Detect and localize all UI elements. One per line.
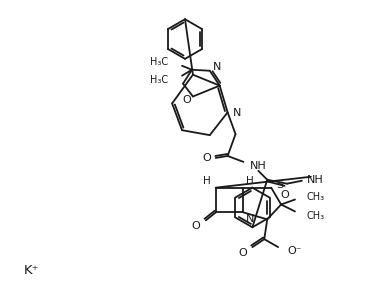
Text: S: S — [276, 180, 283, 190]
Text: N: N — [246, 214, 254, 224]
Text: H₃C: H₃C — [150, 75, 168, 85]
Text: O: O — [202, 153, 211, 163]
Text: K⁺: K⁺ — [23, 264, 39, 278]
Text: H₃C: H₃C — [150, 57, 168, 67]
Text: CH₃: CH₃ — [307, 211, 325, 222]
Text: N: N — [233, 108, 241, 118]
Text: H: H — [246, 176, 254, 186]
Text: N: N — [213, 62, 221, 72]
Text: O: O — [239, 248, 247, 258]
Text: O: O — [191, 221, 200, 231]
Text: O: O — [182, 95, 191, 105]
Text: NH: NH — [249, 161, 266, 171]
Text: CH₃: CH₃ — [307, 191, 325, 202]
Text: NH: NH — [307, 175, 324, 185]
Text: O⁻: O⁻ — [287, 246, 302, 256]
Text: H: H — [203, 176, 211, 186]
Text: O: O — [281, 190, 289, 200]
